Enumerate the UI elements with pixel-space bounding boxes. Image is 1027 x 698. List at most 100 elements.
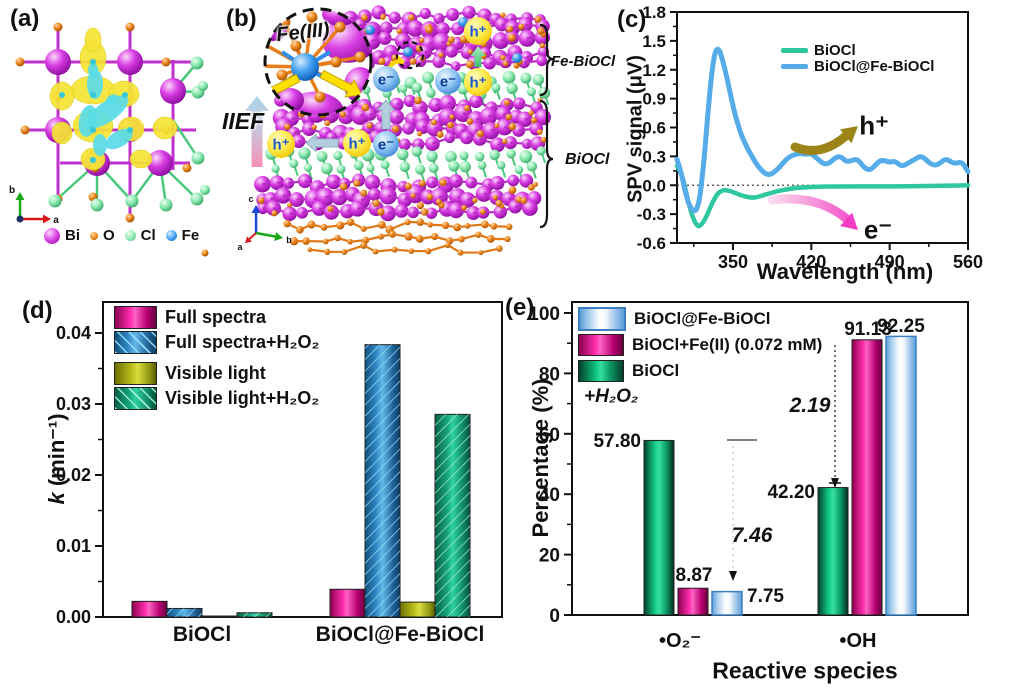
atom-legend: Bi O Cl Fe — [44, 227, 199, 244]
electron-circle — [435, 68, 461, 94]
c-y-tick-label: -0.6 — [637, 234, 666, 253]
d-bar-olive-1 — [399, 601, 436, 618]
d-legend-label-vis: Visible light — [165, 363, 266, 383]
reactive-species-chart: 0 20 40 60 80 100 57.80 42.20 8.87 91.13 7.75 92.25… — [528, 301, 969, 652]
b-axis-c-label: c — [248, 194, 253, 204]
spv-curve-biocl — [674, 163, 971, 229]
panel-b-structure: h⁺ h⁺ h⁺ h⁺ e⁻ e⁻ e⁻ c b a — [198, 5, 554, 257]
c-y-tick-label: 1.5 — [642, 32, 666, 51]
d-legend-item-vis: Visible light — [114, 361, 320, 386]
e-legend-label-fe-biocl: BiOCl@Fe-BiOCl — [634, 309, 771, 328]
hole-label: h⁺ — [469, 75, 486, 92]
cl-atom-icon — [124, 230, 136, 241]
d-ylabel-k: k — [44, 492, 69, 505]
d-legend-label-full-h2o2: Full spectra+H₂O₂ — [165, 332, 320, 352]
e-value-label: 57.80 — [593, 431, 641, 452]
electron-label: e⁻ — [440, 74, 456, 91]
d-category-label: BiOCl@Fe-BiOCl — [316, 623, 485, 646]
d-y-tick-label: 0.00 — [56, 607, 91, 627]
d-y-axis-title: k (min⁻¹) — [44, 413, 70, 504]
e-legend-item-fe2: BiOCl+Fe(II) (0.072 mM) — [578, 332, 822, 358]
panel-a-structure: ba — [9, 22, 205, 226]
d-legend-label-vis-h2o2: Visible light+H₂O₂ — [165, 388, 320, 408]
layer-label-biocl: BiOCl — [565, 151, 610, 168]
fe-biocl-line-swatch — [781, 63, 808, 69]
legend-label-bi: Bi — [65, 227, 80, 244]
hole-label: h⁺ — [348, 136, 365, 153]
spv-curve-fe-biocl — [674, 46, 971, 214]
bi-atom-icon — [44, 227, 60, 244]
c-y-axis-title: SPV signal (μV) — [624, 55, 647, 203]
c-electron-annotation: e⁻ — [863, 214, 893, 245]
electron-label: e⁻ — [378, 137, 394, 154]
c-legend: BiOCl BiOCl@Fe-BiOCl — [781, 41, 935, 75]
e-y-tick-label: 100 — [528, 304, 560, 325]
c-y-tick-label: 0.6 — [642, 119, 666, 138]
e-bar-greenE-0 — [643, 439, 675, 616]
d-legend-item-full-h2o2: Full spectra+H₂O₂ — [114, 330, 320, 355]
c-y-tick-label: 0.9 — [642, 90, 666, 109]
panel-a-axis-triad: ba — [9, 185, 59, 226]
visible-light-h2o2-swatch — [114, 387, 157, 410]
c-legend-item-biocl: BiOCl — [781, 41, 934, 59]
panel-b-axis-triad: c b a — [237, 194, 292, 252]
panel-a-label: (a) — [10, 5, 40, 32]
biocl-fe2-swatch — [578, 334, 624, 356]
e-ratio-annotations — [727, 345, 841, 581]
e-value-label: 91.13 — [844, 319, 892, 340]
charge-transfer-arrows — [305, 46, 486, 153]
legend-label-cl: Cl — [140, 227, 156, 244]
electron-label: e⁻ — [378, 72, 394, 89]
d-category-label: BiOCl — [173, 623, 231, 646]
legend-item-fe: Fe — [165, 227, 200, 244]
e-ratio-oh: 2.19 — [789, 394, 831, 417]
d-legend-label-full: Full spectra — [165, 307, 267, 327]
c-legend-label-fe-biocl: BiOCl@Fe-BiOCl — [814, 57, 935, 75]
hole-label: h⁺ — [469, 24, 486, 41]
e-ratio-o2: 7.46 — [731, 524, 773, 547]
legend-item-bi: Bi — [44, 227, 80, 244]
a-axis-a-label: a — [53, 215, 59, 226]
d-legend-item-vis-h2o2: Visible light+H₂O₂ — [114, 386, 320, 411]
e-value-label: 92.25 — [877, 316, 925, 337]
e-bar-greenE-1 — [817, 487, 849, 616]
c-y-tick-label: 1.2 — [642, 61, 666, 80]
fe-atom-icon — [165, 230, 177, 241]
hole-circle — [267, 130, 295, 158]
e-category-label: •OH — [839, 630, 876, 652]
d-y-tick-label: 0.03 — [56, 394, 91, 414]
c-x-tick-label: 350 — [718, 252, 748, 272]
e-legend-item-biocl: BiOCl — [578, 358, 822, 384]
e-legend-label-fe2: BiOCl+Fe(II) (0.072 mM) — [632, 335, 823, 354]
electron-arrow — [767, 194, 853, 225]
hole-circle — [464, 68, 492, 96]
charge-carriers: h⁺ h⁺ h⁺ h⁺ e⁻ e⁻ e⁻ — [267, 17, 492, 158]
c-y-tick-label: 0.0 — [642, 176, 666, 195]
e-category-label: •O₂⁻ — [659, 630, 701, 652]
c-x-tick-label: 420 — [796, 252, 826, 272]
e-y-tick-label: 0 — [549, 606, 560, 627]
d-ylabel-unit: (min⁻¹) — [44, 413, 69, 493]
b-axis-b-label: b — [286, 235, 292, 245]
hole-circle — [343, 129, 371, 157]
e-x-axis-title: Reactive species — [712, 657, 898, 684]
c-legend-label-biocl: BiOCl — [814, 41, 856, 59]
iief-label: IIEF — [222, 108, 265, 134]
d-bar-olive-0 — [201, 615, 238, 618]
legend-label-fe: Fe — [181, 227, 200, 244]
rate-constant-chart: 0.00 0.01 0.02 0.03 0.04 BiOCl BiOCl@Fe-BiOCl — [56, 301, 503, 646]
e-bar-bluewhite-0 — [711, 590, 743, 616]
c-y-tick-label: 1.8 — [642, 3, 666, 22]
iief-arrow — [245, 96, 269, 167]
e-y-tick-label: 20 — [539, 546, 560, 567]
e-y-tick-label: 60 — [539, 425, 560, 446]
e-y-axis-title: Percentage (%) — [528, 378, 553, 538]
d-legend: Full spectra Full spectra+H₂O₂ Visible l… — [114, 305, 320, 411]
panel-e-label: (e) — [505, 294, 535, 321]
e-y-tick-label: 40 — [539, 485, 560, 506]
e-value-label: 8.87 — [676, 565, 713, 586]
c-hole-annotation: h⁺ — [859, 110, 889, 141]
e-legend: BiOCl@Fe-BiOCl BiOCl+Fe(II) (0.072 mM) B… — [578, 306, 822, 384]
